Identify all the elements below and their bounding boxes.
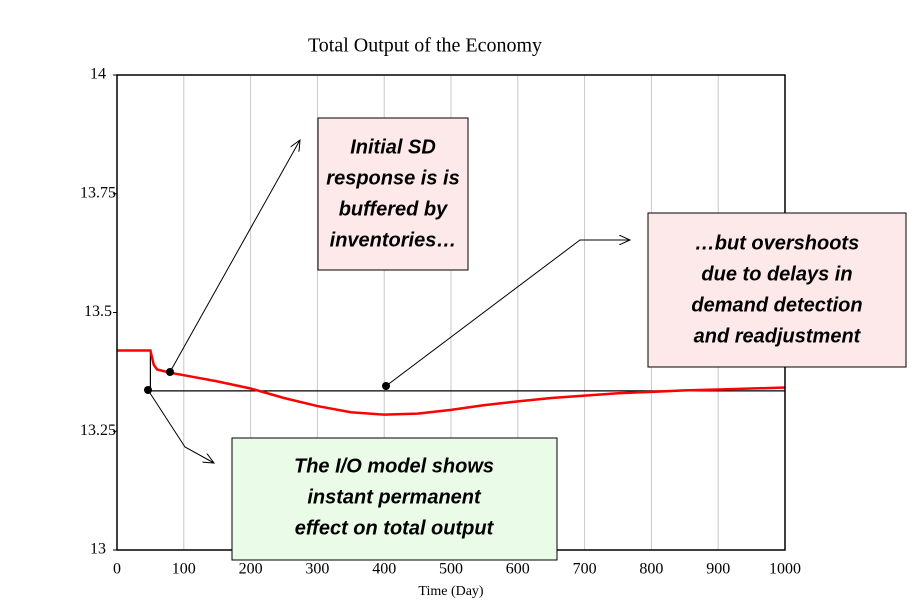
y-tick-label: 13: [90, 541, 106, 558]
annotation-dot: [144, 386, 152, 394]
annotation-text: demand detection: [691, 294, 862, 316]
annotation-text: Initial SD: [350, 136, 436, 158]
x-tick-label: 500: [439, 561, 463, 578]
annotation-box: [647, 212, 907, 368]
x-tick-label: 0: [113, 561, 121, 578]
arrow: [169, 140, 300, 373]
y-tick-label: 13.75: [80, 184, 116, 201]
x-tick-label: 800: [639, 561, 663, 578]
annotation-text: effect on total output: [295, 517, 495, 539]
annotation-text: and readjustment: [694, 325, 862, 347]
annotations: Initial SD response is is buffered by inven…: [294, 136, 863, 539]
arrow: [147, 389, 214, 463]
x-tick-label: 700: [573, 561, 597, 578]
y-tick-label: 13.5: [84, 303, 112, 320]
annotation-text: The I/O model shows: [294, 455, 494, 477]
x-tick-label: 200: [239, 561, 263, 578]
annotation-dot: [166, 368, 174, 376]
x-tick-label: 900: [706, 561, 730, 578]
annotation-box: [231, 437, 558, 561]
annotation-dot: [382, 382, 390, 390]
arrows: [147, 140, 630, 463]
arrow: [385, 240, 630, 387]
x-tick-label: 300: [305, 561, 329, 578]
x-tick-label: 400: [372, 561, 396, 578]
chart-title: Total Output of the Economy: [308, 35, 542, 57]
annotation-text: buffered by: [339, 198, 448, 220]
annotation-text: instant permanent: [307, 486, 482, 508]
annotation-text: …but overshoots: [695, 232, 859, 254]
y-tick-label: 13.25: [80, 422, 116, 439]
x-tick-label: 100: [172, 561, 196, 578]
x-axis-label: Time (Day): [418, 584, 484, 599]
annotation-text: response is is: [326, 167, 459, 189]
annotation-text: due to delays in: [701, 263, 852, 285]
y-tick-label: 14: [90, 66, 106, 83]
annotation-box: [317, 117, 469, 271]
x-tick-label: 600: [506, 561, 530, 578]
x-tick-label: 1000: [769, 561, 801, 578]
annotation-text: inventories…: [330, 229, 457, 251]
